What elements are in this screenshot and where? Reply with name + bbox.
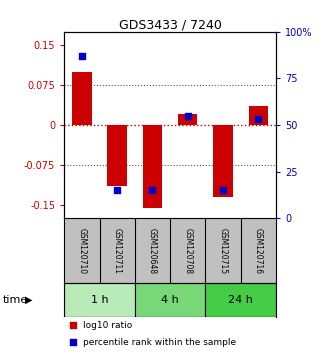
- Text: 4 h: 4 h: [161, 295, 179, 305]
- Point: [221, 187, 226, 193]
- Bar: [213, 125, 233, 197]
- Text: ▶: ▶: [25, 295, 33, 305]
- Bar: [205, 284, 276, 317]
- Bar: [72, 72, 91, 125]
- Text: GSM120710: GSM120710: [77, 228, 86, 274]
- Text: percentile rank within the sample: percentile rank within the sample: [83, 338, 236, 347]
- Point: [185, 113, 190, 119]
- Point: [256, 116, 261, 122]
- Point: [150, 187, 155, 193]
- Text: GSM120716: GSM120716: [254, 228, 263, 274]
- Text: GSM120715: GSM120715: [219, 228, 228, 274]
- Text: GSM120708: GSM120708: [183, 228, 192, 274]
- Text: GSM120711: GSM120711: [113, 228, 122, 274]
- Bar: [108, 125, 127, 186]
- Bar: [143, 125, 162, 207]
- Point: [70, 339, 75, 345]
- Text: log10 ratio: log10 ratio: [83, 321, 133, 330]
- Bar: [178, 114, 197, 125]
- Text: GSM120648: GSM120648: [148, 228, 157, 274]
- Title: GDS3433 / 7240: GDS3433 / 7240: [119, 19, 221, 32]
- Point: [70, 322, 75, 328]
- Bar: [249, 107, 268, 125]
- Point: [79, 53, 84, 59]
- Text: 24 h: 24 h: [228, 295, 253, 305]
- Text: 1 h: 1 h: [91, 295, 108, 305]
- Text: time: time: [3, 295, 29, 305]
- Point: [115, 187, 120, 193]
- Bar: [64, 284, 135, 317]
- Bar: [135, 284, 205, 317]
